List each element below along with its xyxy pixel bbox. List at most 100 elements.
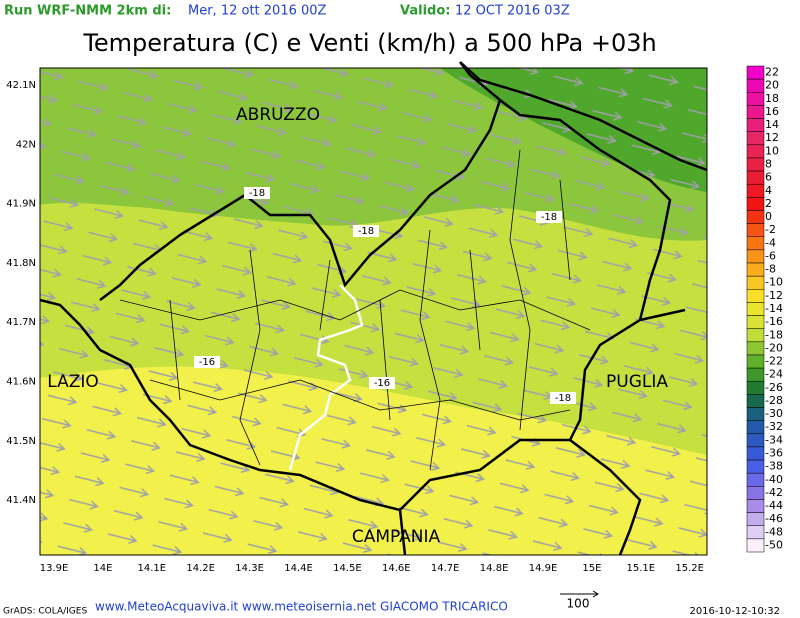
colorbar-label: 20 <box>765 79 779 92</box>
colorbar-label: -26 <box>765 381 783 394</box>
contour-label-bg <box>369 377 395 389</box>
colorbar-label: 0 <box>765 210 772 223</box>
colorbar-label: 18 <box>765 92 779 105</box>
run-date: Mer, 12 ott 2016 00Z <box>188 4 327 19</box>
colorbar-label: -30 <box>765 407 783 420</box>
colorbar-swatch <box>746 183 765 198</box>
lat-label: 41.9N <box>6 199 36 210</box>
colorbar-swatch <box>746 170 765 185</box>
colorbar-label: -38 <box>765 460 783 473</box>
lat-label: 41.8N <box>6 258 36 269</box>
colorbar-swatch <box>746 144 765 159</box>
colorbar-label: -24 <box>765 368 783 381</box>
contour-label-bg <box>194 356 220 368</box>
colorbar-label: -32 <box>765 420 783 433</box>
colorbar-label: -20 <box>765 341 783 354</box>
run-label: Run WRF-NMM 2km di: <box>4 4 171 19</box>
colorbar-label: -40 <box>765 473 783 486</box>
region-label: ABRUZZO <box>236 105 320 125</box>
colorbar-swatch <box>746 223 765 238</box>
lon-label: 14.8E <box>480 563 509 574</box>
colorbar-swatch <box>746 341 765 356</box>
colorbar-swatch <box>746 210 765 224</box>
colorbar-swatch <box>746 197 765 211</box>
colorbar-swatch <box>746 262 765 277</box>
lon-label: 14.7E <box>431 563 460 574</box>
contour-label-bg <box>536 211 562 223</box>
contour-label: -16 <box>199 357 215 368</box>
colorbar-swatch <box>746 92 765 106</box>
colorbar-label: -8 <box>765 263 776 276</box>
contour-label: -16 <box>374 378 390 389</box>
colorbar-swatch <box>746 459 765 474</box>
colorbar-swatch <box>746 499 765 513</box>
colorbar-swatch <box>746 118 765 132</box>
colorbar-label: 16 <box>765 105 779 118</box>
map-frame <box>39 67 708 556</box>
colorbar-label: -6 <box>765 249 776 262</box>
colorbar-swatch <box>746 131 765 146</box>
colorbar-swatch <box>746 236 765 251</box>
colorbar-label: -14 <box>765 302 783 315</box>
colorbar-label: 2 <box>765 197 772 210</box>
colorbar-label: -44 <box>765 499 783 512</box>
colorbar-label: -4 <box>765 236 776 249</box>
title: Temperatura (C) e Venti (km/h) a 500 hPa… <box>82 29 656 57</box>
colorbar-swatch <box>746 472 765 487</box>
colorbar-swatch <box>746 486 765 500</box>
colorbar-label: -36 <box>765 446 783 459</box>
colorbar-label: -2 <box>765 223 776 236</box>
vector-ref-label: 100 <box>567 597 590 611</box>
colorbar-label: -22 <box>765 355 783 368</box>
province-border <box>288 284 364 471</box>
lat-label: 41.5N <box>6 436 36 447</box>
lat-label: 41.6N <box>6 377 36 388</box>
colorbar-label: 14 <box>765 118 779 131</box>
lon-label: 15.1E <box>627 563 656 574</box>
lon-label: 14.2E <box>186 563 215 574</box>
colorbar-label: 4 <box>765 184 772 197</box>
colorbar-label: 12 <box>765 131 779 144</box>
colorbar-swatch <box>746 275 765 290</box>
colorbar-label: -12 <box>765 289 783 302</box>
lon-label: 15.2E <box>675 563 704 574</box>
lat-label: 42N <box>16 139 36 150</box>
lon-label: 13.9E <box>40 563 69 574</box>
contour-label-bg <box>550 392 576 404</box>
municipal-borders <box>119 149 591 471</box>
colorbar-label: -42 <box>765 486 783 499</box>
colorbar-label: -16 <box>765 315 783 328</box>
colorbar-swatch <box>746 394 765 408</box>
colorbar-swatch <box>746 538 765 553</box>
contour-label: -18 <box>541 212 557 223</box>
colorbar-label: -48 <box>765 525 783 538</box>
colorbar-swatch <box>746 407 765 421</box>
colorbar-label: -10 <box>765 276 783 289</box>
colorbar-label: -50 <box>765 538 783 551</box>
colorbar-swatch <box>746 105 765 119</box>
colorbar-label: -46 <box>765 512 783 525</box>
lon-label: 15E <box>582 563 601 574</box>
colorbar-label: -28 <box>765 394 783 407</box>
colorbar-swatch <box>746 315 765 329</box>
lon-label: 14.5E <box>333 563 362 574</box>
region-label: PUGLIA <box>606 372 668 392</box>
region-label: CAMPANIA <box>352 527 441 547</box>
colorbar-swatch <box>746 78 765 93</box>
colorbar-swatch <box>746 446 765 461</box>
lon-label: 14.6E <box>382 563 411 574</box>
wind-vectors <box>40 68 707 555</box>
colorbar-label: 22 <box>765 66 779 79</box>
valid-date: 12 OCT 2016 03Z <box>455 4 570 19</box>
colorbar-label: 10 <box>765 144 779 157</box>
colorbar-swatch <box>746 512 765 526</box>
lat-label: 41.4N <box>6 495 36 506</box>
colorbar-swatch <box>746 289 765 303</box>
colorbar-swatch <box>746 367 765 382</box>
vector-ref-head <box>592 590 599 598</box>
lon-label: 14.9E <box>529 563 558 574</box>
colorbar-label: -34 <box>765 433 783 446</box>
region-borders <box>39 61 708 556</box>
lat-label: 42.1N <box>6 80 36 91</box>
